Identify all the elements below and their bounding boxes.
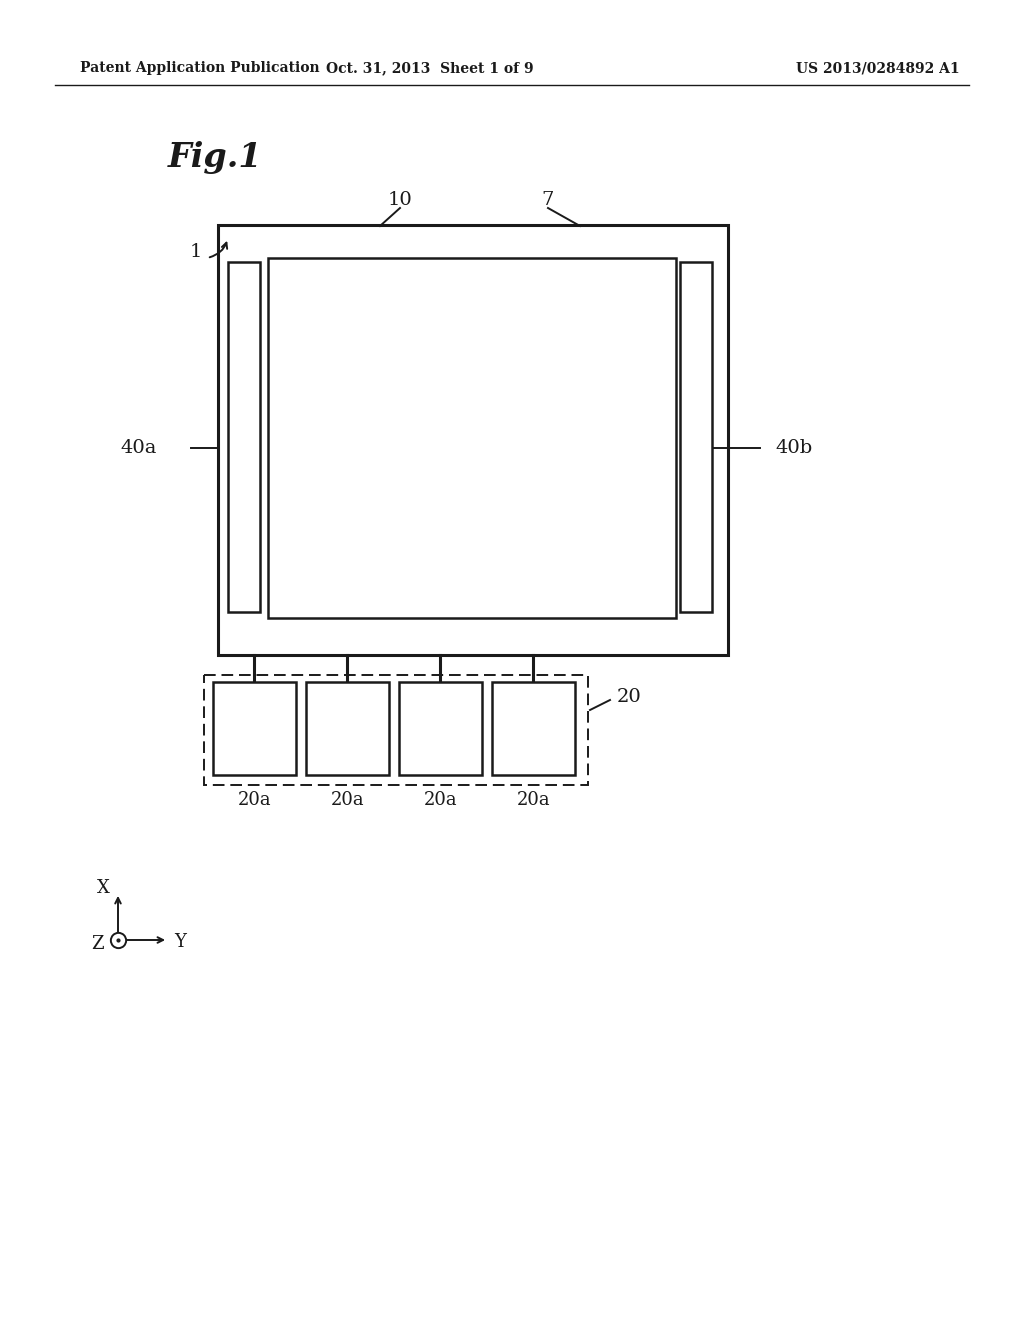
Bar xyxy=(680,261,712,612)
Text: Patent Application Publication: Patent Application Publication xyxy=(80,61,319,75)
Bar xyxy=(268,257,676,618)
Bar xyxy=(399,682,482,775)
Text: Z: Z xyxy=(91,935,104,953)
Bar xyxy=(306,682,389,775)
Bar xyxy=(218,224,728,655)
Text: 40a: 40a xyxy=(121,440,157,457)
Text: 20a: 20a xyxy=(331,791,365,809)
Bar xyxy=(204,675,588,785)
Text: 20a: 20a xyxy=(517,791,551,809)
Text: 20a: 20a xyxy=(424,791,458,809)
Text: US 2013/0284892 A1: US 2013/0284892 A1 xyxy=(797,61,961,75)
Text: 40b: 40b xyxy=(775,440,812,457)
Text: 1: 1 xyxy=(189,243,202,261)
Text: 7: 7 xyxy=(542,191,554,209)
Text: Fig.1: Fig.1 xyxy=(168,141,262,174)
Text: 20a: 20a xyxy=(239,791,271,809)
Bar xyxy=(492,682,575,775)
Bar xyxy=(213,682,296,775)
Text: X: X xyxy=(97,879,110,898)
Text: Oct. 31, 2013  Sheet 1 of 9: Oct. 31, 2013 Sheet 1 of 9 xyxy=(327,61,534,75)
Text: 20: 20 xyxy=(617,688,642,706)
Text: Y: Y xyxy=(174,933,186,950)
Bar xyxy=(228,261,260,612)
Text: 10: 10 xyxy=(388,191,413,209)
